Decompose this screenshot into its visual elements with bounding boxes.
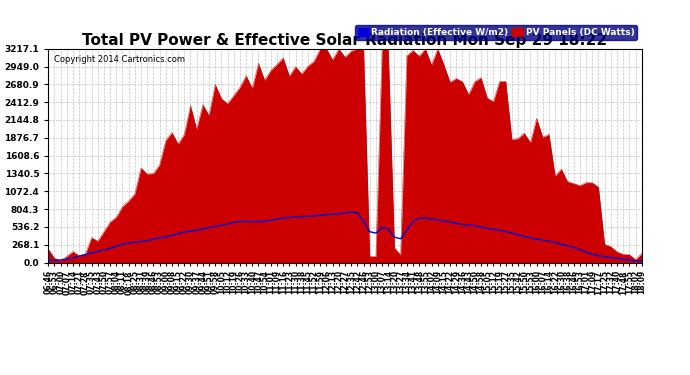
Title: Total PV Power & Effective Solar Radiation Mon Sep 29 18:22: Total PV Power & Effective Solar Radiati… — [82, 33, 608, 48]
Text: Copyright 2014 Cartronics.com: Copyright 2014 Cartronics.com — [55, 55, 185, 64]
Legend: Radiation (Effective W/m2), PV Panels (DC Watts): Radiation (Effective W/m2), PV Panels (D… — [355, 26, 637, 40]
